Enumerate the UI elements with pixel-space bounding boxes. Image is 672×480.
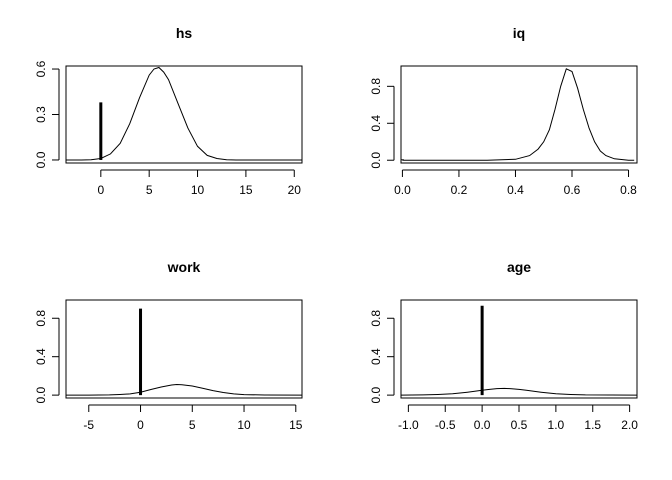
x-tick-label: 0: [97, 183, 104, 197]
panel-title: hs: [176, 25, 193, 41]
x-tick-label: -5: [83, 418, 94, 432]
density-curve: [66, 66, 302, 161]
x-tick-label: 5: [146, 183, 153, 197]
plot-frame: [400, 299, 638, 399]
panel-iq: iq 0.0 0.2 0.4 0.6 0.8 0.0 0.4 0.8: [369, 25, 638, 197]
x-tick-label: 0.0: [474, 418, 491, 432]
density-curve: [402, 68, 635, 161]
x-tick-label: 0.5: [511, 418, 528, 432]
panel-title: iq: [513, 25, 525, 41]
y-tick-label: 0.8: [34, 310, 48, 327]
y-tick-label: 0.8: [369, 310, 383, 327]
y-tick-label: 0.4: [34, 348, 48, 365]
plot-frame: [65, 299, 303, 399]
x-tick-label: -0.5: [435, 418, 456, 432]
x-tick-label: 0.8: [620, 183, 637, 197]
panel-title: work: [167, 259, 201, 275]
y-tick-label: 0.6: [34, 60, 48, 77]
x-tick-label: 5: [189, 418, 196, 432]
x-tick-label: 15: [239, 183, 253, 197]
plot-frame: [65, 65, 303, 164]
y-tick-label: 0.8: [369, 78, 383, 95]
x-tick-label: 10: [191, 183, 205, 197]
x-tick-label: 0.6: [564, 183, 581, 197]
y-tick-label: 0.0: [34, 386, 48, 403]
x-tick-label: 0.0: [394, 183, 411, 197]
x-tick-label: -1.0: [398, 418, 419, 432]
y-tick-label: 0.4: [369, 115, 383, 132]
x-tick-label: 2.0: [621, 418, 638, 432]
y-tick-label: 0.0: [369, 386, 383, 403]
y-tick-label: 0.4: [369, 348, 383, 365]
x-tick-label: 10: [237, 418, 251, 432]
panel-work: work -5 0 5 10 15 0.0 0.4 0.8: [34, 259, 303, 432]
x-tick-label: 1.0: [548, 418, 565, 432]
x-tick-label: 0.2: [451, 183, 468, 197]
x-tick-label: 0: [137, 418, 144, 432]
y-tick-label: 0.0: [34, 151, 48, 168]
density-curve: [66, 383, 303, 396]
panel-age: age -1.0 -0.5 0.0 0.5 1.0 1.5 2.0 0.0 0.4 0.8: [369, 259, 638, 432]
y-tick-label: 0.3: [34, 106, 48, 123]
y-tick-label: 0.0: [369, 152, 383, 169]
x-tick-label: 20: [288, 183, 302, 197]
density-curve: [400, 387, 638, 396]
x-tick-label: 1.5: [584, 418, 601, 432]
plot-frame: [400, 65, 638, 164]
panel-hs: hs 0 5 10 15 20 0.0 0.3 0.6: [34, 25, 303, 197]
x-tick-label: 15: [289, 418, 303, 432]
panel-title: age: [507, 259, 531, 275]
x-tick-label: 0.4: [507, 183, 524, 197]
